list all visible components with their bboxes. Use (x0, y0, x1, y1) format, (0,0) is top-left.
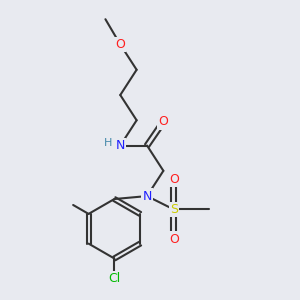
Text: O: O (158, 115, 168, 128)
Text: N: N (142, 190, 152, 202)
Text: O: O (169, 233, 179, 246)
Text: O: O (115, 38, 125, 51)
Text: O: O (169, 173, 179, 186)
Text: H: H (103, 138, 112, 148)
Text: S: S (170, 203, 178, 216)
Text: N: N (116, 139, 125, 152)
Text: Cl: Cl (108, 272, 121, 285)
